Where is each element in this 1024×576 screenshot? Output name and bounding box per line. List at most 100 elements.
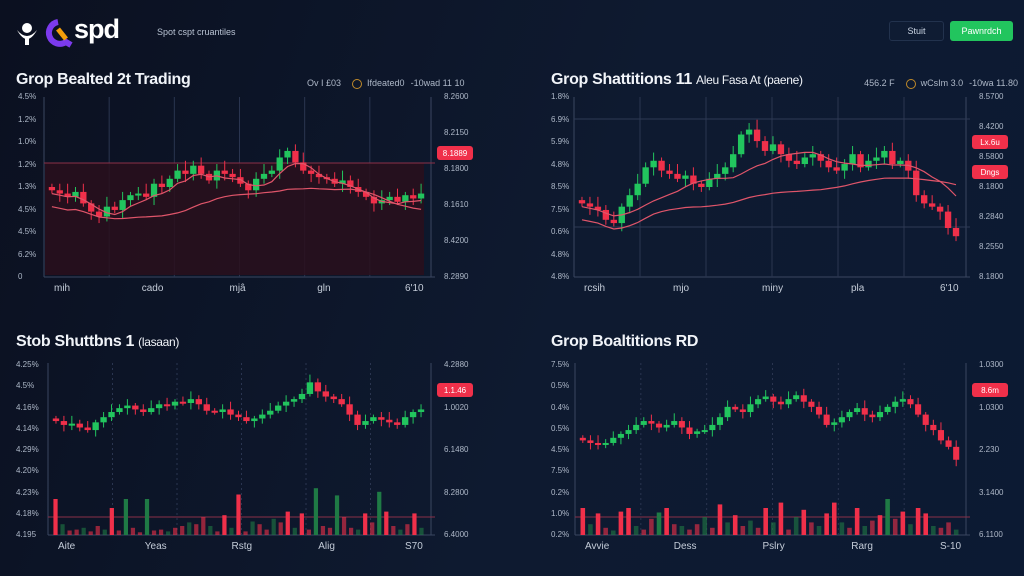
y-axis-right-label: 6.1100 bbox=[979, 530, 1003, 539]
chart-title-text: Stob Shuttbns 1 bbox=[16, 333, 135, 350]
candle bbox=[857, 150, 864, 173]
x-axis-label: Alig bbox=[318, 541, 335, 552]
candle bbox=[849, 146, 856, 171]
candle bbox=[362, 414, 369, 429]
moving-average-line bbox=[51, 162, 422, 216]
candle-body bbox=[849, 154, 856, 165]
candle-body bbox=[831, 422, 838, 425]
candle bbox=[119, 191, 126, 219]
volume-bar bbox=[725, 522, 730, 535]
y-axis-right-label: 1.0300 bbox=[979, 360, 1004, 369]
candle bbox=[809, 146, 816, 166]
meta-item: Ov I £03 bbox=[307, 78, 342, 88]
candle-body bbox=[686, 427, 693, 434]
candle-body bbox=[394, 196, 401, 202]
y-axis-right-label: 8.4200 bbox=[979, 122, 1004, 131]
candle bbox=[354, 410, 361, 431]
primary-button[interactable]: Pawnrdch bbox=[950, 21, 1013, 41]
candle bbox=[823, 406, 830, 428]
candle bbox=[817, 150, 824, 168]
x-axis-label: mjâ bbox=[229, 283, 246, 294]
candle-body bbox=[190, 165, 197, 174]
x-axis-label: 6'10 bbox=[940, 283, 959, 294]
volume-bar bbox=[299, 513, 304, 535]
candle-body bbox=[709, 424, 716, 431]
volume-bar bbox=[771, 522, 776, 535]
volume-bar bbox=[885, 499, 890, 535]
volume-bar bbox=[946, 522, 951, 535]
volume-bar bbox=[671, 524, 677, 535]
candle-body bbox=[724, 406, 731, 418]
y-axis-right-label: 8.2890 bbox=[444, 272, 469, 281]
candlestick-chart[interactable] bbox=[43, 97, 445, 281]
candle-body bbox=[945, 440, 952, 447]
volume-bar bbox=[656, 512, 662, 535]
candle bbox=[219, 404, 226, 419]
y-axis-left-label: 1.2% bbox=[18, 114, 37, 124]
candle-body bbox=[861, 408, 868, 415]
x-axis-label: Pslry bbox=[762, 541, 785, 552]
candle bbox=[245, 180, 252, 199]
x-axis-label: Rstg bbox=[231, 541, 253, 552]
volume-bar bbox=[53, 499, 58, 535]
candle-body bbox=[260, 173, 268, 179]
candle bbox=[915, 397, 922, 418]
x-axis-label: gln bbox=[317, 283, 331, 294]
candle-body bbox=[745, 129, 753, 135]
volume-bar bbox=[938, 527, 944, 535]
volume-bar bbox=[348, 527, 354, 535]
candle-body bbox=[182, 170, 189, 174]
candle bbox=[378, 412, 385, 427]
logo-q-icon bbox=[45, 19, 73, 48]
candle-body bbox=[889, 150, 896, 165]
candle-body bbox=[732, 406, 739, 410]
candlestick-chart[interactable] bbox=[573, 97, 980, 281]
volume-bar bbox=[900, 511, 906, 535]
x-axis-label: Avvie bbox=[585, 541, 610, 552]
volume-bar bbox=[180, 526, 185, 535]
volume-bar bbox=[618, 511, 624, 535]
y-axis-left-label: 7.5% bbox=[551, 466, 570, 476]
y-axis-left-label: 4.8% bbox=[551, 272, 570, 281]
candle bbox=[251, 415, 258, 428]
candlestick-chart[interactable] bbox=[574, 363, 980, 539]
y-axis-left-label: 4.5% bbox=[551, 445, 570, 454]
x-axis-label: miny bbox=[762, 283, 784, 294]
candle-body bbox=[370, 417, 377, 422]
candle-body bbox=[815, 406, 823, 415]
volume-bar bbox=[641, 529, 647, 535]
volume-bar bbox=[862, 526, 868, 535]
candle bbox=[825, 154, 832, 173]
candle-body bbox=[171, 401, 179, 406]
candle bbox=[417, 404, 425, 418]
candlestick-chart[interactable] bbox=[47, 363, 445, 539]
volume-bar bbox=[222, 515, 227, 535]
candle bbox=[892, 396, 899, 414]
candle bbox=[56, 183, 63, 202]
volume-bar bbox=[405, 524, 410, 535]
candle-body bbox=[833, 167, 840, 171]
x-axis-label: pla bbox=[851, 283, 865, 294]
candle bbox=[936, 203, 944, 220]
candle-body bbox=[682, 175, 689, 179]
candle-body bbox=[678, 421, 685, 428]
candle bbox=[290, 396, 298, 407]
y-axis-left-label: 6.2% bbox=[18, 249, 37, 259]
candle bbox=[937, 422, 944, 445]
chart-title-text: Grop Boaltitions RD bbox=[551, 333, 699, 350]
volume-bar bbox=[412, 513, 417, 535]
candle-body bbox=[52, 418, 60, 422]
candle-body bbox=[825, 160, 832, 168]
candle bbox=[854, 402, 861, 415]
secondary-button[interactable]: Stuit bbox=[889, 21, 944, 41]
candle bbox=[944, 205, 952, 235]
candle bbox=[68, 415, 76, 431]
candle bbox=[769, 136, 777, 155]
y-axis-left-label: 4.16% bbox=[16, 402, 39, 412]
candle-body bbox=[314, 382, 322, 392]
chart-title-text: Grop Shattitions 11 bbox=[551, 71, 692, 88]
candle-body bbox=[777, 401, 784, 405]
candle bbox=[148, 400, 155, 415]
volume-bar bbox=[603, 527, 608, 535]
x-axis-label: 6'10 bbox=[405, 283, 424, 294]
